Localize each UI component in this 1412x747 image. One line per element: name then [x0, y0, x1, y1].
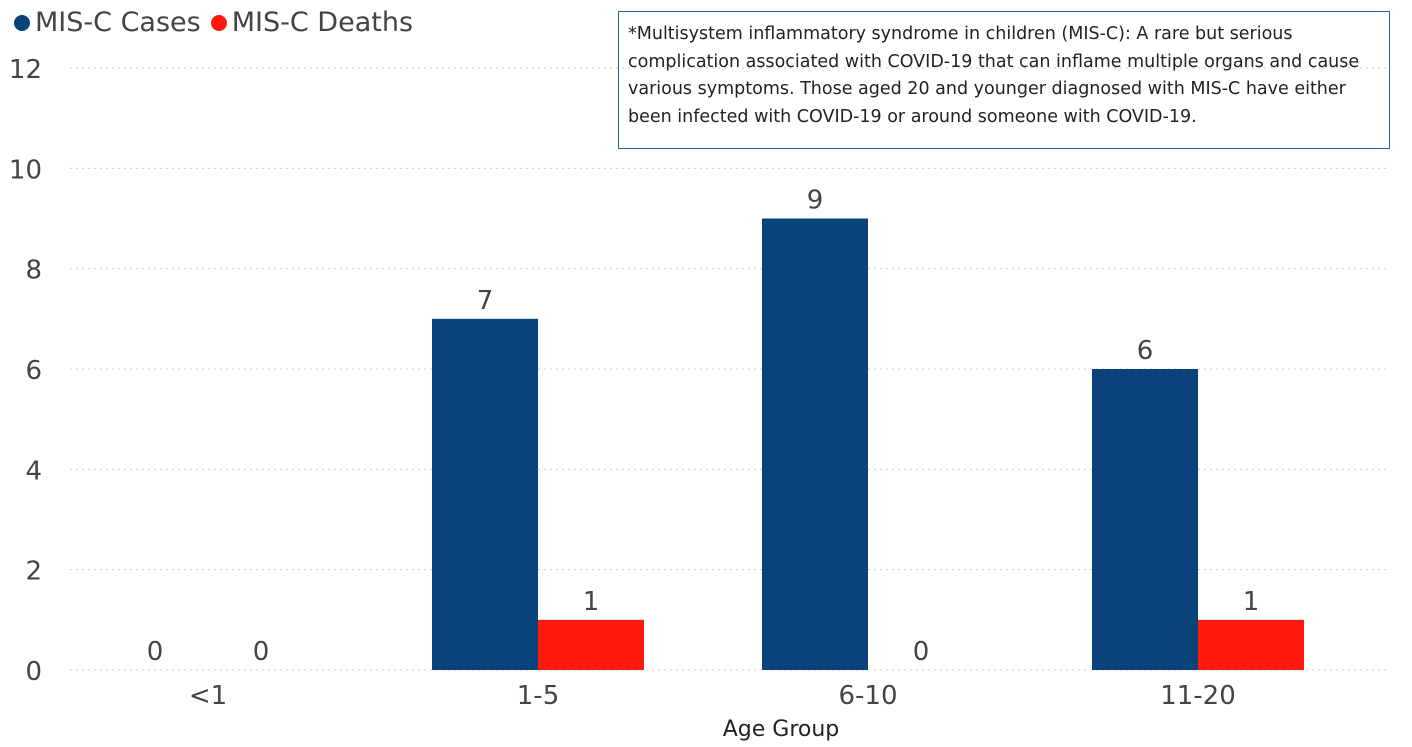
data-label: 7: [477, 286, 494, 316]
legend-marker-cases: [14, 14, 30, 31]
y-tick-label: 4: [25, 456, 42, 486]
bars: [432, 218, 1304, 671]
data-label: 1: [1243, 587, 1260, 617]
x-tick-label: 1-5: [517, 681, 559, 711]
y-tick-label: 10: [9, 155, 42, 185]
data-label: 6: [1137, 336, 1154, 366]
definition-note: *Multisystem inflammatory syndrome in ch…: [618, 11, 1390, 149]
legend-item-cases[interactable]: MIS-C Cases: [14, 7, 201, 38]
data-label: 0: [147, 637, 164, 667]
y-tick-label: 6: [25, 356, 42, 386]
y-tick-label: 12: [9, 55, 42, 85]
legend-marker-deaths: [210, 14, 227, 31]
bar-cases[interactable]: [1092, 369, 1198, 670]
y-tick-label: 0: [25, 657, 42, 687]
data-label: 0: [253, 637, 270, 667]
legend-label-cases: MIS-C Cases: [35, 7, 201, 38]
data-label: 0: [913, 637, 930, 667]
x-axis-title: Age Group: [722, 717, 840, 742]
x-tick-label: <1: [189, 681, 227, 711]
data-label: 9: [807, 186, 824, 216]
data-label: 1: [583, 587, 600, 617]
legend-label-deaths: MIS-C Deaths: [231, 7, 414, 38]
y-tick-label: 8: [25, 256, 42, 286]
bar-cases[interactable]: [762, 218, 868, 671]
bar-cases[interactable]: [432, 318, 538, 670]
bar-deaths[interactable]: [1198, 619, 1304, 670]
x-axis-ticks: <1 1-5 6-10 11-20: [189, 681, 1236, 711]
y-axis-ticks: 0 2 4 6 8 10 12: [9, 55, 42, 687]
y-tick-label: 2: [25, 557, 42, 587]
x-tick-label: 6-10: [838, 681, 897, 711]
gridlines: [70, 67, 1390, 671]
legend-item-deaths[interactable]: MIS-C Deaths: [210, 7, 414, 38]
x-tick-label: 11-20: [1160, 681, 1236, 711]
data-labels: 0 0 7 1 9 0 6 1: [147, 186, 1260, 668]
bar-deaths[interactable]: [538, 619, 644, 670]
legend: MIS-C Cases MIS-C Deaths: [14, 7, 423, 38]
